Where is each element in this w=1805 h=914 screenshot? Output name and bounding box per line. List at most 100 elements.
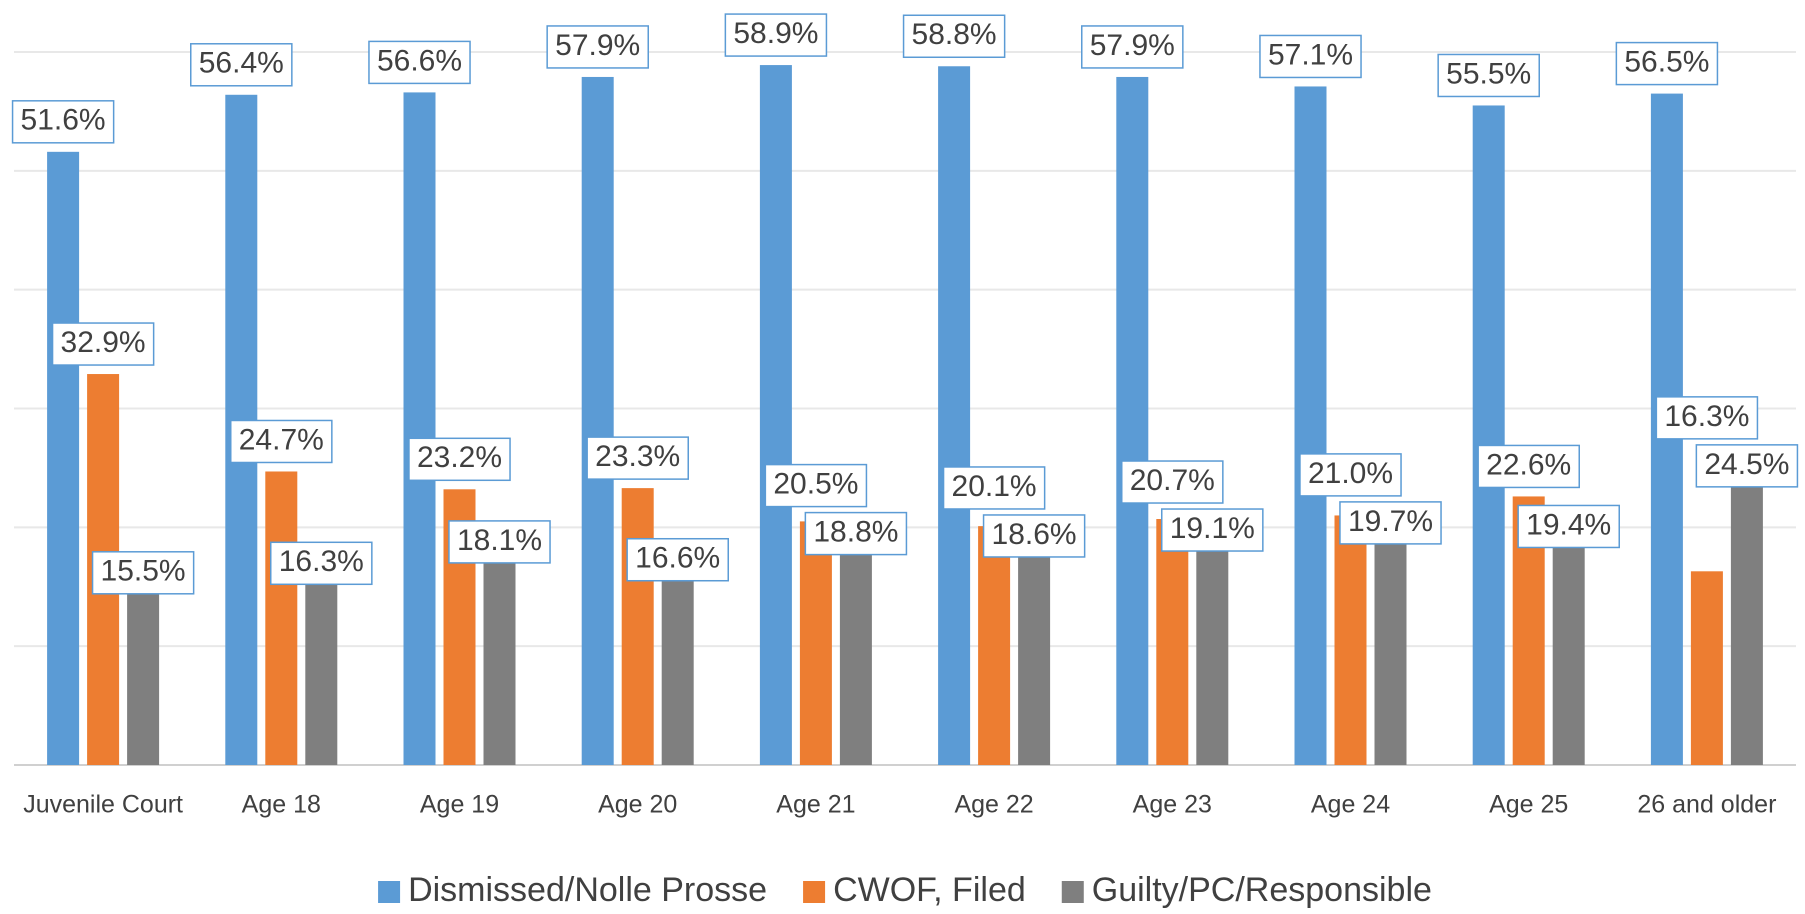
data-label: 56.5% [1615, 41, 1719, 86]
data-label-text: 18.6% [992, 518, 1077, 551]
data-label-text: 24.7% [239, 423, 324, 456]
data-label-box [1121, 460, 1224, 504]
data-label-box [448, 520, 551, 564]
bar [1334, 515, 1367, 765]
data-label-box [1615, 41, 1719, 86]
data-label-text: 20.1% [952, 470, 1037, 503]
bar [403, 92, 436, 766]
data-label-box [724, 13, 828, 57]
bar [1374, 530, 1407, 765]
data-label: 32.9% [51, 322, 155, 366]
data-label-box [1161, 508, 1264, 552]
data-label-box [1437, 53, 1540, 98]
x-tick-label: Juvenile Court [23, 791, 183, 819]
x-tick-label: Age 25 [1489, 791, 1568, 819]
bar [1018, 543, 1051, 765]
data-label-text: 18.1% [457, 524, 542, 557]
data-label: 18.1% [448, 520, 551, 564]
bar [1472, 105, 1505, 766]
data-label: 20.1% [942, 466, 1046, 510]
data-label-text: 16.3% [1664, 400, 1749, 433]
bar [759, 65, 792, 766]
bar [305, 571, 338, 765]
bar [1690, 571, 1723, 765]
data-label-text: 57.9% [1090, 29, 1175, 62]
data-label-box [408, 437, 511, 482]
bar [661, 567, 694, 765]
bar [1156, 519, 1189, 765]
data-label: 57.9% [1081, 25, 1184, 69]
data-label-box [1259, 34, 1362, 79]
data-label: 24.5% [1695, 444, 1799, 488]
data-label-box [1655, 396, 1759, 440]
data-label-text: 57.9% [555, 29, 640, 62]
data-label-text: 19.4% [1526, 508, 1611, 541]
data-label: 57.1% [1259, 34, 1362, 79]
data-label-box [1695, 444, 1799, 488]
data-label-text: 32.9% [61, 326, 146, 359]
x-tick-label: Age 21 [776, 791, 855, 819]
data-label-text: 23.3% [595, 440, 680, 473]
data-label: 51.6% [11, 100, 115, 144]
data-label-box [982, 514, 1086, 558]
legend-label: CWOF, Filed [833, 871, 1026, 909]
x-tick-label: Age 23 [1133, 791, 1212, 819]
data-label: 56.6% [368, 40, 471, 85]
data-label-text: 23.2% [417, 441, 502, 474]
data-labels: 51.6% 15.5% 32.9% 56.4% 16.3% 24.7% 56.6% 18.1%… [11, 13, 1799, 595]
data-label: 58.8% [902, 14, 1006, 59]
data-label: 58.9% [724, 13, 828, 57]
data-label: 24.7% [230, 419, 333, 464]
data-label-text: 51.6% [21, 104, 106, 137]
bar [978, 526, 1011, 765]
data-label: 23.3% [586, 436, 689, 480]
data-label: 19.7% [1339, 501, 1442, 545]
data-label: 22.6% [1477, 444, 1580, 489]
data-label-text: 16.3% [279, 545, 364, 578]
bar [483, 549, 516, 765]
data-label-text: 15.5% [101, 555, 186, 588]
data-label-box [368, 40, 471, 85]
bar [47, 151, 80, 765]
data-label-text: 56.6% [377, 44, 462, 77]
data-label: 16.3% [270, 541, 373, 586]
data-label: 19.1% [1161, 508, 1264, 552]
data-label-box [546, 25, 649, 69]
data-label-box [1339, 501, 1442, 545]
data-label-box [11, 100, 115, 144]
x-tick-label: Age 20 [598, 791, 677, 819]
data-label: 18.6% [982, 514, 1086, 558]
bar [1116, 76, 1149, 765]
data-label: 57.9% [546, 25, 649, 69]
legend: Dismissed/Nolle Prosse CWOF, Filed Guilty/… [378, 871, 1432, 909]
legend-swatch [1061, 881, 1084, 903]
data-label: 23.2% [408, 437, 511, 482]
data-label: 56.4% [190, 43, 293, 87]
data-label-text: 56.5% [1624, 46, 1709, 79]
data-label-text: 24.5% [1704, 448, 1789, 481]
data-label-box [1517, 504, 1620, 549]
data-label-box [902, 14, 1006, 59]
data-label: 16.3% [1655, 396, 1759, 440]
data-label-text: 58.9% [733, 17, 818, 50]
data-label-text: 56.4% [199, 47, 284, 80]
bar [265, 471, 298, 765]
bar [799, 521, 832, 765]
bar [621, 488, 654, 765]
bar [1552, 534, 1585, 765]
data-label-text: 58.8% [912, 18, 997, 51]
data-label-text: 55.5% [1446, 57, 1531, 90]
data-label-text: 18.8% [813, 516, 898, 549]
data-label-text: 16.6% [635, 542, 720, 575]
data-label-box [51, 322, 155, 366]
data-label-box [942, 466, 1046, 510]
bar [127, 580, 160, 765]
bar [1196, 538, 1229, 765]
data-label: 20.5% [764, 463, 868, 508]
legend-label: Guilty/PC/Responsible [1092, 871, 1432, 909]
data-label: 21.0% [1299, 453, 1402, 497]
legend-swatch [803, 881, 826, 903]
x-tick-label: Age 19 [420, 791, 499, 819]
legend-swatch [378, 881, 401, 903]
